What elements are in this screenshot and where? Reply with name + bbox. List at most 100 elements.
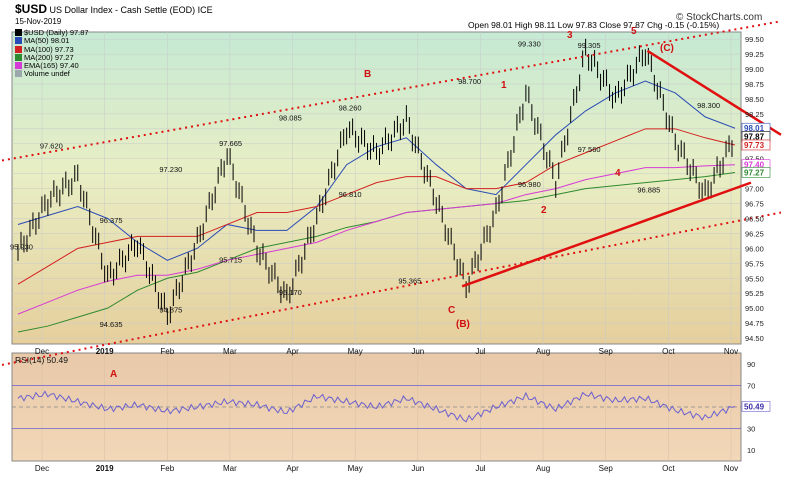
wave-label: C: [448, 305, 455, 316]
price-label: 95.715: [219, 255, 242, 264]
chart-title: $USD US Dollar Index - Cash Settle (EOD)…: [15, 2, 213, 16]
price-label: 96.885: [637, 185, 660, 194]
price-panel: [11, 31, 742, 345]
y-tick-label: 98.75: [745, 80, 764, 89]
wave-label: 2: [541, 205, 547, 216]
wave-label: 4: [615, 168, 621, 179]
value-tag-label: 97.40: [744, 161, 765, 170]
rsi-value-label: 50.49: [744, 402, 765, 411]
wave-label: (B): [456, 319, 470, 330]
price-label: 98.300: [697, 101, 720, 110]
legend-swatch: [15, 62, 22, 70]
price-label: 97.620: [40, 142, 63, 151]
legend-swatch: [15, 70, 22, 78]
x-tick-label: Mar: [223, 347, 237, 356]
wave-label: A: [110, 369, 117, 380]
symbol: $USD: [15, 2, 48, 16]
price-label: 94.635: [100, 320, 123, 329]
x-tick-label: Feb: [160, 464, 174, 473]
legend-item: MA(200) 97.27: [15, 53, 89, 62]
x-tick-label: Mar: [223, 464, 237, 473]
ohlc-readout: Open 98.01 High 98.11 Low 97.83 Close 97…: [468, 20, 720, 30]
price-label: 97.230: [159, 165, 182, 174]
x-tick-label: Feb: [160, 347, 174, 356]
x-tick-label: May: [348, 464, 363, 473]
value-tag-label: 98.01: [744, 124, 765, 133]
x-tick-label: 2019: [96, 464, 114, 473]
y-tick-label: 98.50: [745, 95, 764, 104]
y-tick-label: 97.00: [745, 185, 764, 194]
x-tick-label: Oct: [662, 347, 675, 356]
price-label: 95.170: [279, 288, 302, 297]
legend-swatch: [15, 37, 22, 45]
x-tick-label: Dec: [35, 347, 49, 356]
price-label: 99.330: [518, 39, 541, 48]
price-label: 95.365: [398, 276, 421, 285]
x-tick-label: Jun: [411, 347, 424, 356]
rsi-y-tick-label: 30: [747, 425, 755, 434]
x-tick-label: Nov: [724, 464, 738, 473]
value-tag: [741, 139, 771, 151]
price-label: 94.875: [159, 306, 182, 315]
wave-label: 5: [631, 26, 637, 37]
rsi-title: RSI(14) 50.49: [15, 355, 68, 365]
wave-label: 3: [567, 30, 573, 41]
y-tick-label: 99.25: [745, 50, 764, 59]
y-tick-label: 95.00: [745, 304, 764, 313]
y-tick-label: 96.00: [745, 244, 764, 253]
value-tag-label: 97.87: [744, 133, 765, 142]
y-tick-label: 94.75: [745, 319, 764, 328]
legend-item: MA(50) 98.01: [15, 37, 89, 45]
legend-item: EMA(165) 97.40: [15, 62, 89, 70]
x-tick-label: Sep: [599, 464, 614, 473]
rsi-line: [17, 390, 736, 423]
legend: $USD (Daily) 97.87 MA(50) 98.01 MA(100) …: [15, 28, 89, 79]
x-tick-label: 2019: [96, 347, 114, 356]
price-label: 98.085: [279, 114, 302, 123]
legend-item: MA(100) 97.73: [15, 45, 89, 54]
wave-label: B: [364, 69, 371, 80]
value-tag: [741, 167, 771, 178]
x-tick-label: Nov: [724, 347, 738, 356]
x-tick-label: Apr: [286, 464, 299, 473]
y-tick-label: 99.00: [745, 65, 764, 74]
brand-logo: © StockCharts.com: [676, 12, 763, 23]
series-line-ma-100-: [17, 128, 736, 285]
y-tick-label: 96.75: [745, 200, 764, 209]
price-label: 99.305: [578, 41, 601, 50]
y-tick-label: 96.25: [745, 229, 764, 238]
x-tick-label: Sep: [599, 347, 614, 356]
series-line-ema-165-: [17, 164, 736, 315]
rsi-y-tick-label: 70: [747, 381, 755, 390]
lower-channel-line: [1, 211, 782, 366]
x-tick-label: Jul: [475, 347, 485, 356]
price-label: 95.930: [10, 243, 33, 252]
x-tick-label: May: [348, 347, 363, 356]
rsi-value-tag: [741, 401, 771, 412]
legend-swatch: [15, 45, 22, 53]
legend-swatch: [15, 29, 22, 36]
price-label: 97.560: [578, 145, 601, 154]
x-tick-label: Jun: [411, 464, 424, 473]
price-label: 97.665: [219, 139, 242, 148]
legend-item: $USD (Daily) 97.87: [15, 28, 89, 37]
value-tag-label: 97.27: [744, 168, 765, 177]
index-name: US Dollar Index - Cash Settle (EOD) ICE: [49, 5, 213, 15]
y-tick-label: 95.50: [745, 274, 764, 283]
y-tick-label: 97.50: [745, 155, 764, 164]
support-trendline: [461, 181, 752, 288]
wave-label: (C): [660, 43, 674, 54]
price-label: 98.700: [458, 77, 481, 86]
x-tick-label: Dec: [35, 464, 49, 473]
x-tick-label: Jul: [475, 464, 485, 473]
price-label: 96.980: [518, 180, 541, 189]
x-tick-label: Aug: [536, 347, 550, 356]
rsi-y-tick-label: 10: [747, 446, 755, 455]
x-tick-label: Oct: [662, 464, 675, 473]
y-tick-label: 95.75: [745, 259, 764, 268]
y-tick-label: 98.25: [745, 110, 764, 119]
y-tick-label: 94.50: [745, 334, 764, 343]
rsi-y-tick-label: 90: [747, 360, 755, 369]
wave-label: 1: [501, 80, 507, 91]
